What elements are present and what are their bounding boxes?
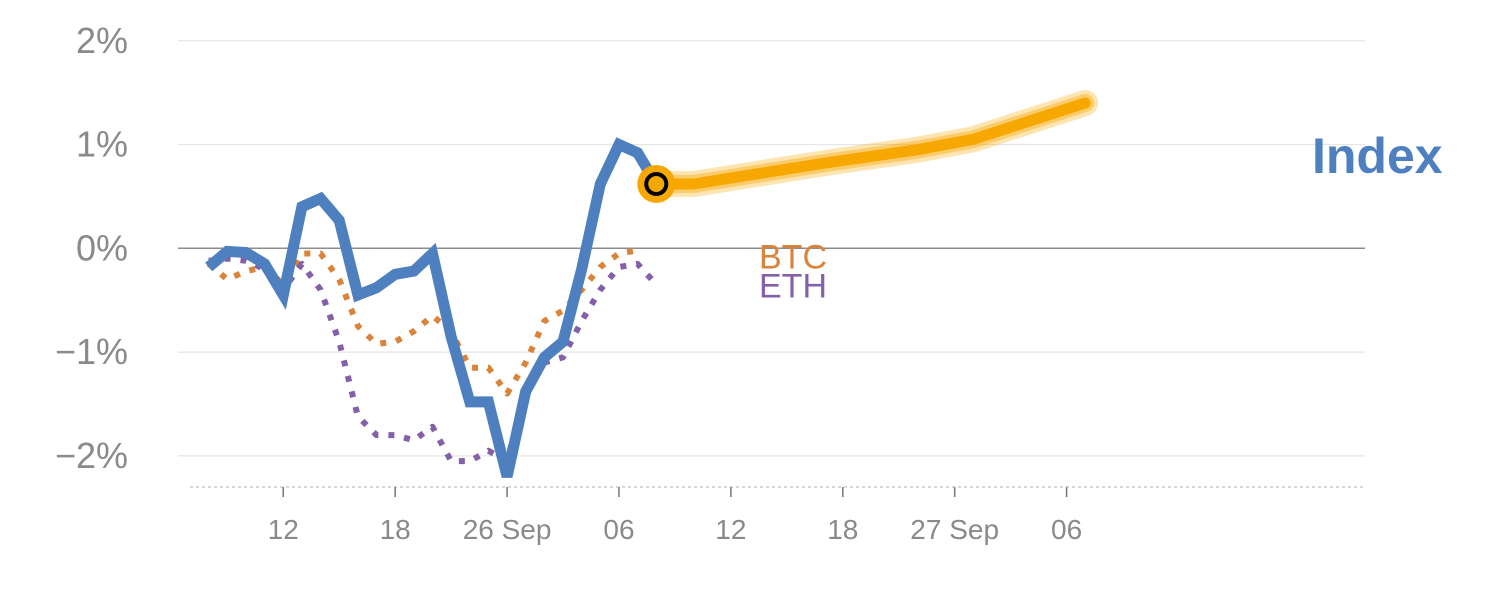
marker-layer <box>637 164 676 203</box>
y-axis: 2% 1% 0% −1% −2% <box>55 20 128 476</box>
series-label-index: Index <box>1312 128 1443 184</box>
x-axis: 12 18 26 Sep 06 12 18 27 Sep 06 <box>190 486 1365 545</box>
x-tick-label-6: 27 Sep <box>910 514 999 545</box>
x-tick-label-7: 06 <box>1051 514 1082 545</box>
series-layer <box>205 90 1099 478</box>
series-line-index <box>205 137 662 478</box>
x-tick-label-4: 12 <box>715 514 746 545</box>
y-tick-label-4: −2% <box>55 435 128 476</box>
x-tick-label-1: 18 <box>380 514 411 545</box>
y-tick-label-2: 0% <box>76 227 128 268</box>
grid <box>178 40 1365 457</box>
x-tick-label-2: 26 Sep <box>463 514 552 545</box>
series-label-btc: BTC <box>759 239 827 277</box>
label-layer: Index BTC ETH <box>759 128 1443 306</box>
series-line-forecast <box>650 97 1091 190</box>
current-value-marker <box>644 171 669 196</box>
x-tick-label-5: 18 <box>827 514 858 545</box>
y-tick-label-3: −1% <box>55 331 128 372</box>
y-tick-label-0: 2% <box>76 20 128 61</box>
y-tick-label-1: 1% <box>76 124 128 165</box>
x-tick-label-3: 06 <box>603 514 634 545</box>
x-tick-label-0: 12 <box>268 514 299 545</box>
series-label-eth: ETH <box>759 268 827 306</box>
